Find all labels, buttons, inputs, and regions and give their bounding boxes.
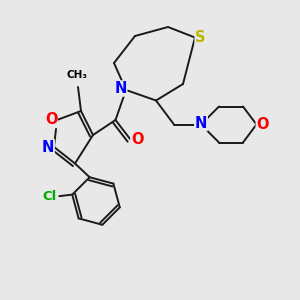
Text: CH₃: CH₃ bbox=[66, 70, 87, 80]
Text: N: N bbox=[195, 116, 207, 130]
Text: N: N bbox=[114, 81, 127, 96]
Text: S: S bbox=[195, 30, 206, 45]
Text: O: O bbox=[45, 112, 57, 128]
Text: O: O bbox=[131, 132, 143, 147]
Text: O: O bbox=[256, 117, 269, 132]
Text: N: N bbox=[42, 140, 54, 154]
Text: Cl: Cl bbox=[42, 190, 56, 202]
